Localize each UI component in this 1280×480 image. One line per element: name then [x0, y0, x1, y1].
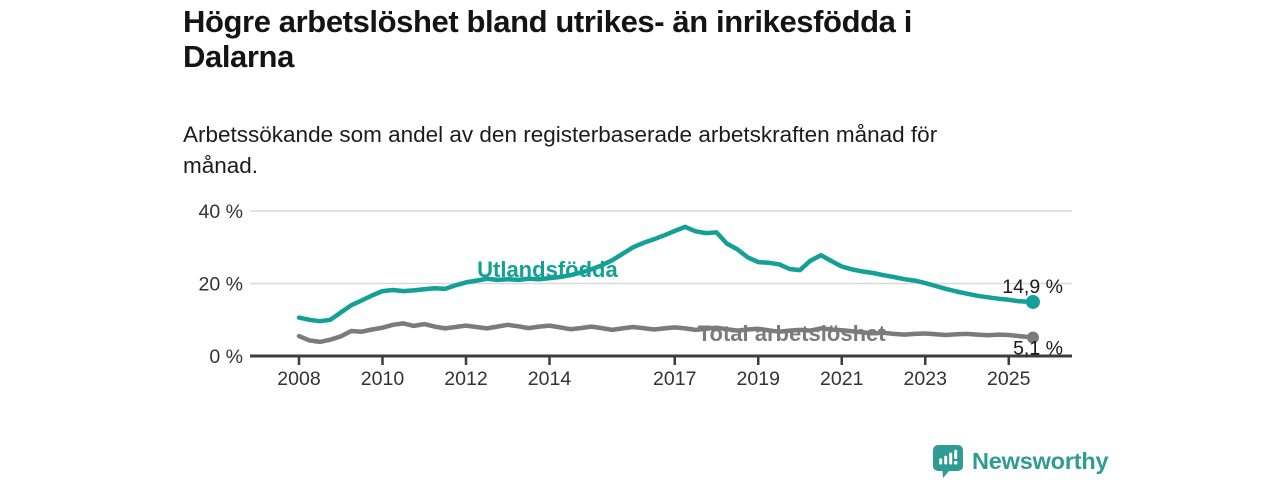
x-axis	[250, 354, 1072, 365]
x-tick-label: 2010	[361, 368, 405, 390]
series-label: Utlandsfödda	[477, 257, 618, 282]
gridlines	[250, 210, 1072, 285]
y-tick-label: 20 %	[199, 274, 243, 296]
series-end-dot	[1026, 331, 1039, 344]
x-tick-label: 2021	[820, 368, 863, 390]
series-end-dot	[1025, 294, 1040, 309]
series-end-value-label: 14,9 %	[1002, 276, 1063, 298]
x-tick-label: 2017	[653, 368, 696, 390]
chart-labels: 0 % 20 % 40 % 2008 2010 2012 2014 2017 2019 2021 2…	[199, 201, 1063, 390]
series-line-utlandsfodda	[296, 224, 1036, 324]
y-tick-label: 40 %	[199, 201, 243, 223]
line-chart: 0 % 20 % 40 % 2008 2010 2012 2014 2017 2019 2021 2…	[199, 201, 1072, 390]
x-tick-label: 2019	[737, 368, 780, 390]
chart-subtitle: Arbetssökande som andel av den registerb…	[183, 122, 938, 178]
x-tick-label: 2012	[444, 368, 487, 390]
chart-title: Högre arbetslöshet bland utrikes- än inr…	[183, 4, 912, 74]
series-end-value-label: 5,1 %	[1013, 338, 1063, 360]
x-tick-label: 2023	[904, 368, 947, 390]
series-lines	[296, 224, 1040, 345]
newsworthy-logo: Newsworthy	[933, 445, 1109, 478]
newsworthy-logo-text: Newsworthy	[972, 448, 1109, 474]
newsworthy-logo-icon	[933, 445, 963, 478]
y-tick-label: 0 %	[209, 346, 243, 368]
series-label: Total arbetslöshet	[698, 321, 887, 346]
x-tick-label: 2008	[277, 368, 320, 390]
x-tick-label: 2025	[987, 368, 1031, 390]
x-tick-label: 2014	[528, 368, 572, 390]
logo-bars-icon	[939, 449, 958, 465]
series-line-total	[296, 321, 1036, 345]
